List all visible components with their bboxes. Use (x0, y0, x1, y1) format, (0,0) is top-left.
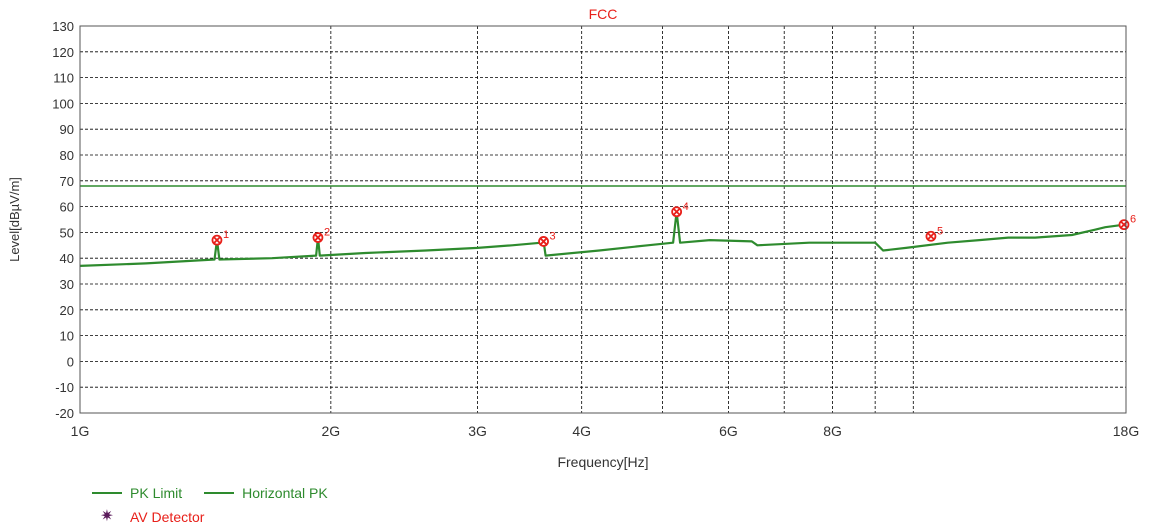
peak-marker-label: 4 (683, 201, 689, 213)
peak-marker: 4 (671, 201, 689, 218)
x-tick-label: 3G (468, 423, 487, 439)
x-tick-label: 18G (1113, 423, 1139, 439)
peak-marker-cross (213, 236, 221, 244)
peak-marker-label: 3 (550, 230, 556, 242)
x-tick-label: 4G (572, 423, 591, 439)
tick-layer: -20 -10 0 10 20 30 40 50 60 70 80 90 100 110 120 130 1G 2… (52, 19, 1139, 439)
y-tick-label: 20 (60, 303, 74, 318)
peak-marker-label: 6 (1130, 214, 1136, 226)
legend-line-icon (92, 492, 122, 494)
y-tick-label: 0 (67, 354, 74, 369)
star-icon: ✷ (100, 508, 114, 525)
chart: 1 2 3 4 5 6 -20 -10 0 10 20 30 40 50 60 70 80 90 100 110 12… (7, 6, 1139, 470)
peak-marker: 5 (925, 225, 943, 242)
peak-marker-label: 2 (324, 227, 330, 239)
y-tick-label: 10 (60, 329, 74, 344)
y-tick-label: 130 (52, 19, 74, 34)
y-tick-label: 40 (60, 251, 74, 266)
y-tick-label: 30 (60, 277, 74, 292)
x-tick-label: 8G (823, 423, 842, 439)
peak-marker: 6 (1118, 214, 1136, 231)
x-tick-label: 6G (719, 423, 738, 439)
y-tick-label: -20 (55, 406, 74, 421)
peak-marker: 3 (538, 230, 556, 247)
legend-label-pk-limit: PK Limit (130, 485, 183, 501)
x-tick-label: 2G (322, 423, 341, 439)
legend-label-av-detector: AV Detector (130, 509, 205, 525)
peak-marker-cross (927, 232, 935, 240)
legend-pk-limit: PK Limit (92, 485, 182, 501)
legend-horizontal-pk: Horizontal PK (204, 485, 328, 501)
y-tick-label: 100 (52, 96, 74, 111)
y-tick-label: -10 (55, 380, 74, 395)
plot-frame (79, 25, 1127, 414)
y-tick-label: 90 (60, 122, 74, 137)
horizontal-pk-line (79, 210, 1128, 267)
legend-row-2: ✷ AV Detector (92, 508, 205, 526)
peak-marker: 1 (211, 229, 229, 246)
y-tick-label: 50 (60, 225, 74, 240)
grid (80, 25, 1126, 414)
legend-label-horizontal-pk: Horizontal PK (242, 485, 328, 501)
marker-layer: 1 2 3 4 5 6 (211, 201, 1136, 247)
y-tick-label: 120 (52, 45, 74, 60)
peak-marker-cross (314, 233, 322, 242)
peak-marker-label: 5 (937, 225, 943, 237)
x-tick-label: 1G (71, 423, 90, 439)
y-tick-label: 60 (60, 200, 74, 215)
legend-row-1: PK Limit Horizontal PK (92, 485, 328, 501)
x-axis-label: Frequency[Hz] (557, 454, 648, 470)
series-layer (79, 185, 1128, 267)
peak-marker-label: 1 (223, 229, 229, 241)
legend-line-icon (204, 492, 235, 494)
peak-marker-cross (672, 208, 681, 216)
peak-marker-cross (539, 237, 548, 246)
y-tick-label: 110 (53, 71, 74, 86)
chart-title: FCC (589, 6, 618, 22)
y-tick-label: 70 (60, 174, 74, 189)
peak-marker: 2 (312, 227, 330, 243)
y-tick-label: 80 (60, 148, 74, 163)
legend-av-detector: ✷ AV Detector (92, 508, 205, 526)
y-axis-label: Level[dBµV/m] (7, 177, 22, 262)
